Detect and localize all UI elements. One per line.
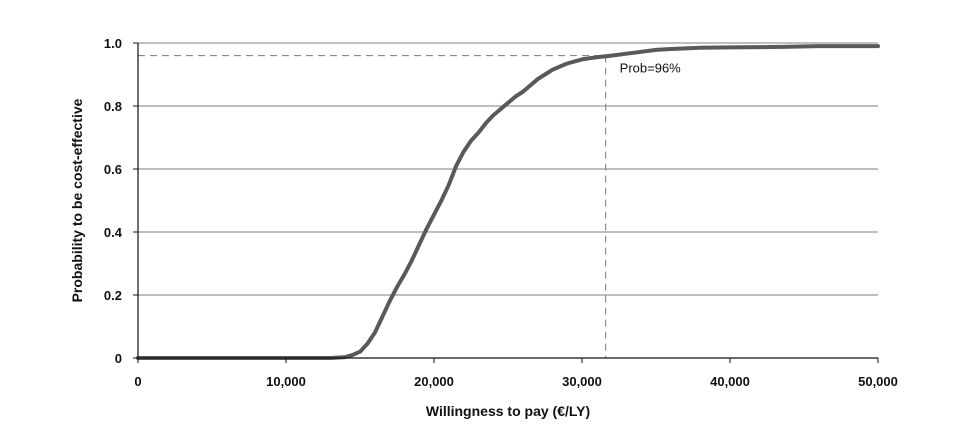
y-tick-label-0: 0 — [115, 351, 122, 366]
x-tick-label-0: 0 — [134, 374, 141, 389]
y-tick-label-3: 0.6 — [104, 162, 122, 177]
y-tick-label-4: 0.8 — [104, 99, 122, 114]
axes — [133, 42, 879, 363]
x-tick-label-1: 10,000 — [266, 374, 306, 389]
y-tick-label-1: 0.2 — [104, 288, 122, 303]
reference-annotation: Prob=96% — [620, 61, 682, 76]
series-layer — [136, 44, 880, 360]
tick-labels: 0 0.2 0.4 0.6 0.8 1.0 0 10,000 20,000 30,000 40,00… — [104, 36, 898, 389]
grid-lines — [138, 42, 878, 296]
x-tick-label-5: 50,000 — [858, 374, 898, 389]
series-line-0 — [136, 44, 880, 360]
reference-lines — [138, 55, 607, 358]
x-tick-label-4: 40,000 — [710, 374, 750, 389]
y-tick-label-5: 1.0 — [104, 36, 122, 51]
x-axis-title: Willingness to pay (€/LY) — [426, 403, 590, 419]
y-tick-label-2: 0.4 — [104, 225, 123, 240]
x-tick-label-3: 30,000 — [562, 374, 602, 389]
y-axis-title: Probability to be cost-effective — [69, 98, 85, 302]
x-tick-label-2: 20,000 — [414, 374, 454, 389]
